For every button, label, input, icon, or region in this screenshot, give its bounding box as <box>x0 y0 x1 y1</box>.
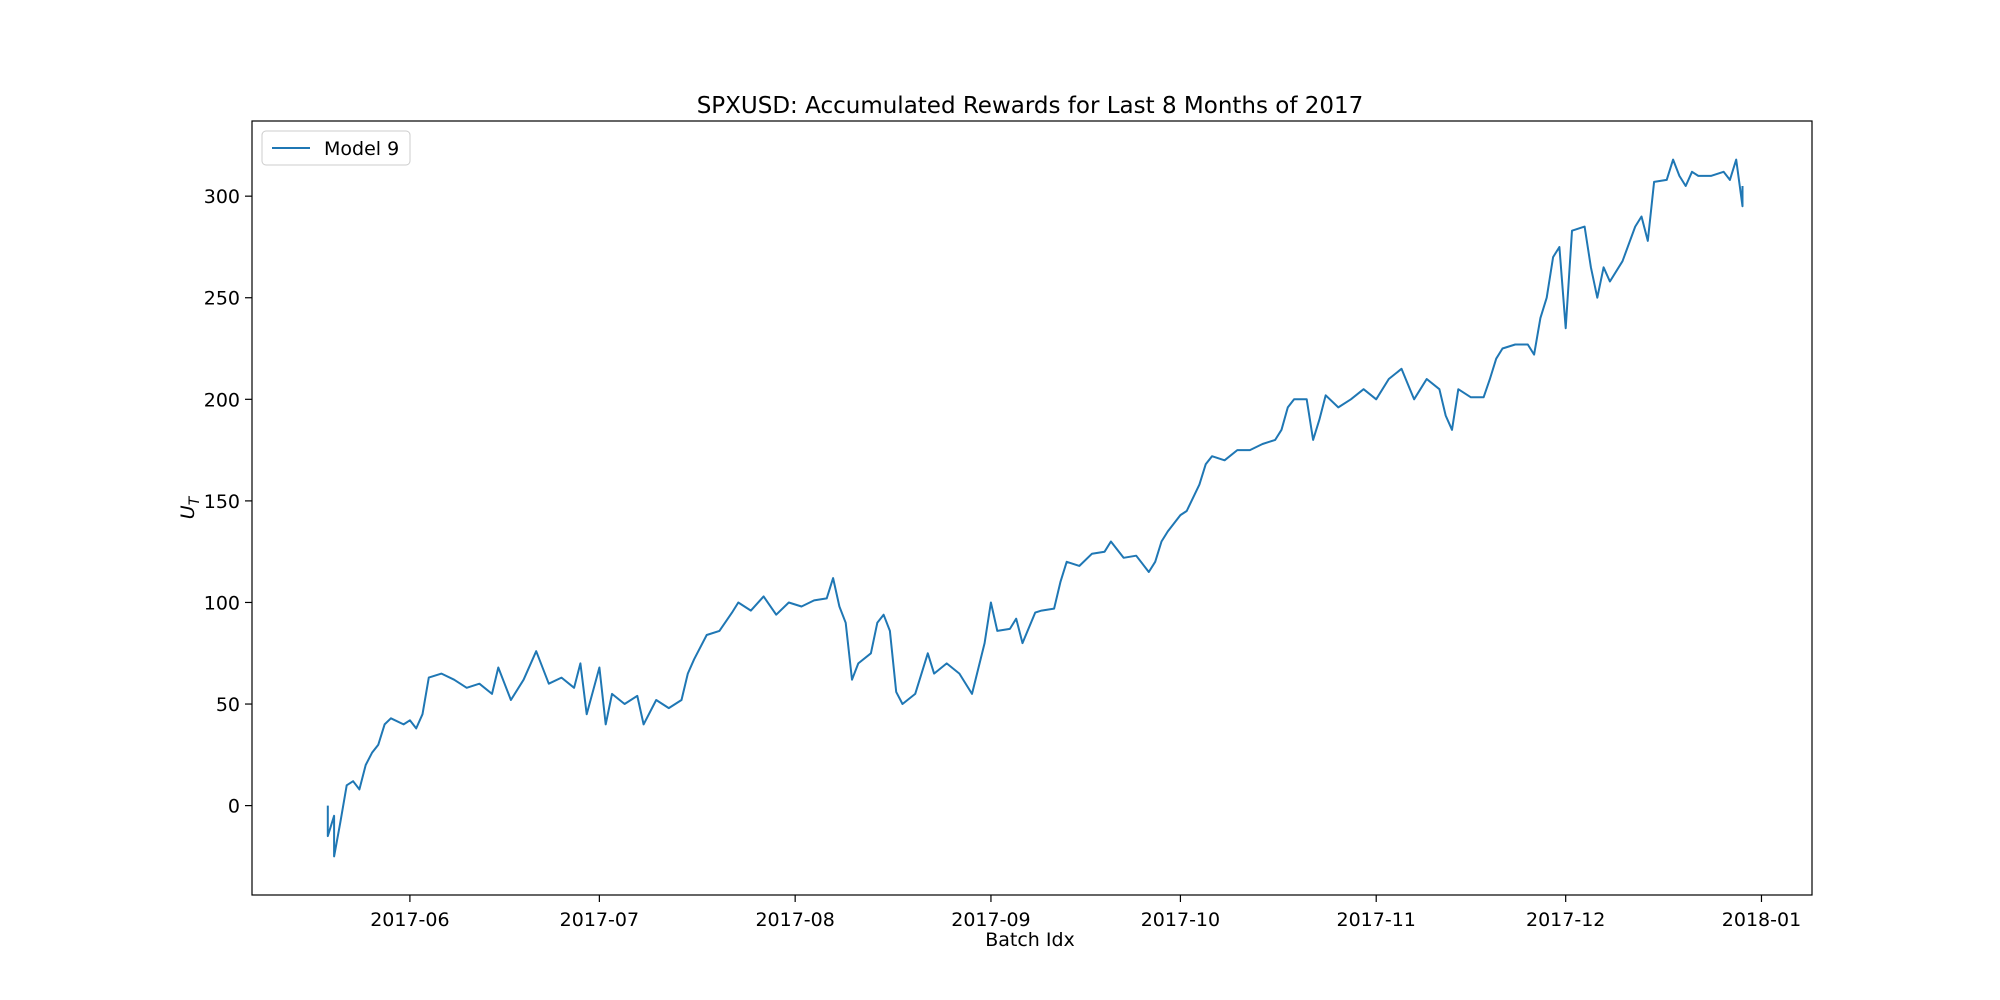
y-tick-label: 100 <box>204 592 240 614</box>
plot-area <box>251 120 1813 896</box>
y-axis: 0 50 100 150 200 250 300 <box>204 186 252 818</box>
x-tick-label: 2018-01 <box>1722 909 1801 931</box>
x-tick-label: 2017-10 <box>1141 909 1220 931</box>
y-axis-label: UT <box>177 495 203 519</box>
legend-box <box>261 130 411 166</box>
chart-title: SPXUSD: Accumulated Rewards for Last 8 M… <box>697 93 1364 119</box>
y-tick-label: 200 <box>204 389 240 411</box>
x-tick-label: 2017-11 <box>1337 909 1416 931</box>
y-tick-label: 150 <box>204 491 240 513</box>
x-axis-label: Batch Idx <box>985 929 1075 951</box>
x-tick-label: 2017-09 <box>951 909 1030 931</box>
y-axis-label-subscript: T <box>187 495 203 505</box>
x-tick-label: 2017-07 <box>560 909 639 931</box>
x-axis: 2017-06 2017-07 2017-08 2017-09 2017-10 2017-… <box>370 895 1801 931</box>
legend-label-model-9: Model 9 <box>324 138 399 160</box>
plot-frame <box>251 120 1813 896</box>
x-tick-label: 2017-08 <box>755 909 834 931</box>
series-line-model-9 <box>326 158 1744 858</box>
x-tick-label: 2017-12 <box>1526 909 1605 931</box>
x-tick-label: 2017-06 <box>370 909 449 931</box>
y-axis-label-group: UT <box>177 495 203 519</box>
y-tick-label: 0 <box>228 796 240 818</box>
y-axis-label-main: U <box>177 505 199 519</box>
legend: Model 9 <box>261 130 411 166</box>
series-layer <box>326 158 1744 858</box>
y-tick-label: 300 <box>204 186 240 208</box>
y-tick-label: 250 <box>204 288 240 310</box>
y-tick-label: 50 <box>216 694 240 716</box>
